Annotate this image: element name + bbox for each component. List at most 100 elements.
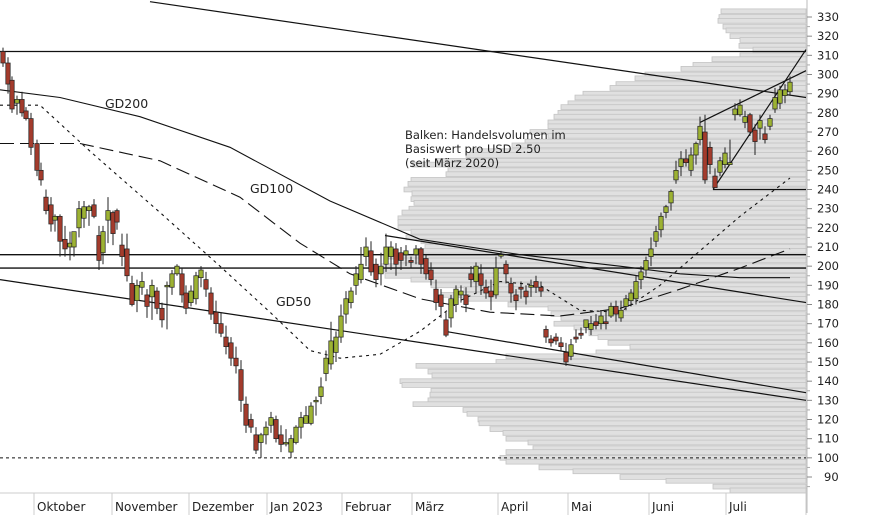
candle-body <box>48 204 54 225</box>
candle-body <box>678 158 684 167</box>
candle-body <box>273 419 279 440</box>
candle-body <box>358 263 364 280</box>
candle-body <box>473 265 479 282</box>
candle-body <box>693 143 699 156</box>
candle-body <box>263 426 269 436</box>
volume-bar <box>505 449 807 455</box>
y-tick-label: 180 <box>817 298 839 312</box>
candle-body <box>248 419 254 428</box>
y-tick-label: 190 <box>817 278 839 292</box>
candle-body <box>19 99 25 114</box>
candle-body <box>164 284 170 288</box>
candle-body <box>643 260 649 271</box>
candle-body <box>668 191 674 204</box>
candle-body <box>408 260 414 263</box>
candle-body <box>488 290 494 298</box>
volume-bar <box>725 27 807 34</box>
candle-body <box>767 118 773 127</box>
candle-body <box>14 99 20 104</box>
x-tick-label: Dezember <box>192 500 254 514</box>
y-tick-label: 110 <box>817 432 839 446</box>
candle-body <box>533 281 539 288</box>
candle-body <box>149 284 155 298</box>
volume-bar <box>420 238 807 245</box>
candle-body <box>110 212 116 234</box>
y-tick-label: 210 <box>817 240 839 254</box>
ma-label-gd100: GD100 <box>250 181 293 196</box>
candle-body <box>538 286 544 292</box>
x-tick-label: Juni <box>651 500 674 514</box>
candle-body <box>448 298 454 319</box>
candle-body <box>378 265 384 275</box>
volume-bar <box>411 161 807 168</box>
y-tick-label: 310 <box>817 48 839 62</box>
volume-bar <box>597 334 807 340</box>
volume-bar <box>411 190 807 197</box>
y-axis: 90 100 110 120 130 140 150 160 170 180 190 200 210 22… <box>806 0 839 513</box>
candle-body <box>727 162 733 165</box>
volume-note-line: Balken: Handelsvolumen im <box>405 128 566 142</box>
volume-bar <box>717 17 807 24</box>
candle-body <box>453 288 459 305</box>
candle-body <box>543 329 549 338</box>
volume-bar <box>429 391 807 398</box>
candle-body <box>353 273 359 286</box>
candle-body <box>618 309 624 319</box>
ma-label-gd50: GD50 <box>276 294 311 309</box>
candle-body <box>298 417 304 428</box>
volume-bar <box>547 132 807 139</box>
candle-body <box>608 306 614 317</box>
candle-body <box>588 323 594 330</box>
candle-body <box>553 336 559 342</box>
candle-body <box>293 426 299 443</box>
x-tick-label: Mai <box>571 500 592 514</box>
candle-body <box>333 336 339 353</box>
candle-body <box>433 288 439 303</box>
candle-body <box>413 248 419 256</box>
volume-bar <box>505 458 807 465</box>
y-tick-label: 170 <box>817 317 839 331</box>
x-tick-label: Februar <box>345 500 391 514</box>
volume-note-line: (seit März 2020) <box>405 156 499 170</box>
moving-averages <box>0 89 791 359</box>
volume-bar <box>560 315 807 321</box>
candle-body <box>179 273 185 296</box>
ma-label-gd200: GD200 <box>105 96 148 111</box>
candle-body <box>243 403 249 426</box>
candle-body <box>498 254 504 257</box>
volume-bar <box>739 37 807 43</box>
candle-body <box>183 292 189 309</box>
trend-line <box>699 70 807 123</box>
volume-bar <box>407 180 807 187</box>
candle-body <box>363 246 369 257</box>
candle-body <box>208 292 214 315</box>
candle-body <box>777 89 783 104</box>
candle-body <box>518 286 524 290</box>
candle-body <box>423 258 429 275</box>
x-tick-label: Jan 2023 <box>269 500 323 514</box>
y-tick-label: 90 <box>824 470 839 484</box>
candle-body <box>38 169 44 181</box>
candle-body <box>583 319 589 328</box>
candle-body <box>283 442 289 445</box>
candle-body <box>398 252 404 261</box>
candle-body <box>717 160 723 173</box>
y-tick-label: 320 <box>817 29 839 43</box>
volume-bar <box>505 353 807 360</box>
candle-body <box>787 81 793 93</box>
candle-body <box>278 434 284 445</box>
candle-body <box>313 399 319 403</box>
candle-body <box>633 281 639 300</box>
volume-bar <box>629 343 807 350</box>
candle-body <box>603 321 609 325</box>
candle-body <box>114 210 120 223</box>
candle-body <box>568 344 574 357</box>
volume-profile <box>380 8 807 494</box>
candle-body <box>513 294 519 302</box>
volume-bar <box>466 410 807 417</box>
candle-body <box>578 332 584 336</box>
candle-body <box>268 417 274 426</box>
x-tick-label: Juli <box>728 500 747 514</box>
candle-body <box>129 283 135 305</box>
